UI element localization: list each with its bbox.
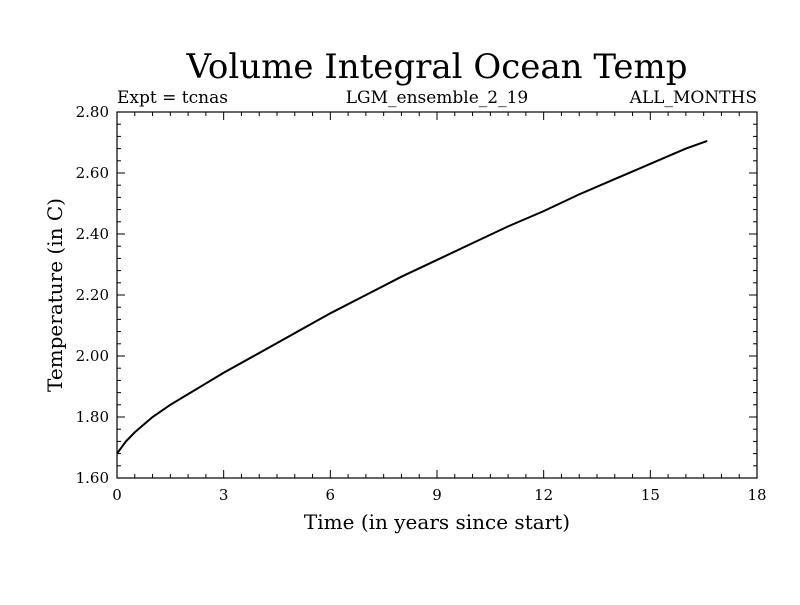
y-tick-label: 2.00 [76, 347, 109, 365]
x-tick-labels: 0 3 6 9 12 15 18 [112, 486, 766, 504]
x-tick-label: 18 [747, 486, 766, 504]
y-tick-label: 2.40 [76, 225, 109, 243]
temperature-series-line [116, 140, 708, 455]
tick-marks [116, 111, 758, 479]
y-tick-labels: 1.60 1.80 2.00 2.20 2.40 2.60 2.80 [76, 103, 109, 487]
x-axis-label: Time (in years since start) [304, 510, 570, 534]
x-tick-label: 15 [641, 486, 660, 504]
y-tick-label: 1.80 [76, 408, 109, 426]
y-tick-label: 2.80 [76, 103, 109, 121]
x-tick-label: 9 [432, 486, 442, 504]
subtitle-months: ALL_MONTHS [629, 88, 757, 108]
x-tick-label: 6 [326, 486, 336, 504]
chart-title: Volume Integral Ocean Temp [185, 47, 687, 87]
x-tick-label: 12 [534, 486, 553, 504]
subtitle-experiment: Expt = tcnas [117, 88, 228, 108]
y-tick-label: 1.60 [76, 469, 109, 487]
y-axis-label: Temperature (in C) [43, 198, 67, 392]
y-tick-label: 2.20 [76, 286, 109, 304]
subtitle-ensemble: LGM_ensemble_2_19 [346, 88, 529, 108]
plot-area-frame [116, 111, 758, 479]
y-tick-label: 2.60 [76, 164, 109, 182]
x-tick-label: 0 [112, 486, 122, 504]
x-tick-label: 3 [219, 486, 229, 504]
